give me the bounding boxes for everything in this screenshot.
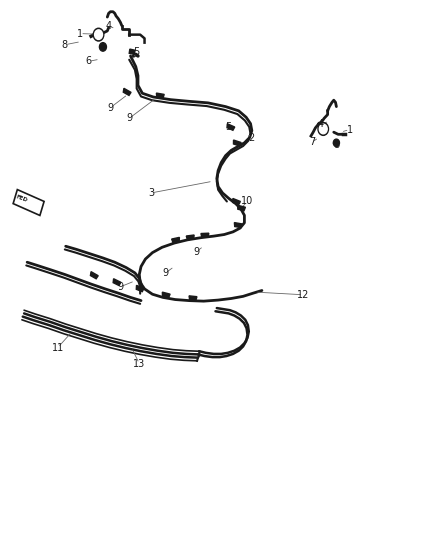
Polygon shape [201, 233, 209, 237]
Polygon shape [90, 272, 98, 279]
Circle shape [93, 28, 104, 41]
Text: 12: 12 [297, 290, 309, 300]
Text: 2: 2 [249, 133, 255, 142]
Text: 4: 4 [318, 119, 324, 128]
Text: 4: 4 [106, 21, 112, 31]
Text: 8: 8 [62, 40, 68, 50]
Circle shape [319, 124, 327, 134]
Bar [13, 190, 44, 215]
Bar [129, 49, 135, 54]
Polygon shape [156, 93, 164, 98]
Circle shape [333, 139, 339, 147]
Text: 9: 9 [193, 247, 199, 256]
Polygon shape [227, 124, 235, 130]
Text: 8: 8 [333, 140, 339, 150]
Text: 7: 7 [309, 138, 315, 147]
Circle shape [99, 43, 106, 51]
Polygon shape [136, 285, 144, 292]
Polygon shape [113, 279, 121, 286]
Text: 9: 9 [107, 103, 113, 112]
Polygon shape [162, 292, 170, 297]
Text: 3: 3 [148, 188, 154, 198]
Text: 9: 9 [117, 282, 124, 292]
Text: 11: 11 [52, 343, 64, 352]
Text: 1: 1 [346, 125, 353, 134]
Polygon shape [123, 88, 131, 95]
Text: 1: 1 [77, 29, 83, 38]
Text: FED: FED [15, 194, 28, 203]
Polygon shape [233, 140, 241, 146]
Text: 5: 5 [226, 122, 232, 132]
Polygon shape [186, 235, 194, 240]
Polygon shape [172, 237, 180, 243]
Text: 10: 10 [241, 197, 253, 206]
Text: 9: 9 [162, 268, 169, 278]
Circle shape [318, 123, 328, 135]
Polygon shape [189, 296, 197, 301]
Text: 9: 9 [126, 114, 132, 123]
Polygon shape [238, 205, 245, 211]
Polygon shape [234, 223, 242, 228]
Text: 13: 13 [133, 359, 145, 368]
Circle shape [95, 30, 102, 39]
Text: 5: 5 [134, 47, 140, 57]
Text: 6: 6 [86, 56, 92, 66]
Polygon shape [233, 198, 240, 205]
